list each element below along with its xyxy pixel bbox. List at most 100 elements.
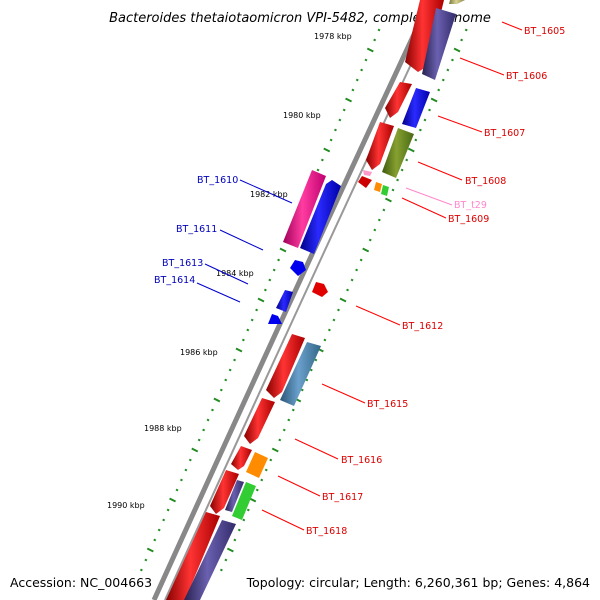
gene-bt1607[interactable] bbox=[402, 88, 430, 128]
major-tick bbox=[249, 497, 257, 503]
minor-tick bbox=[382, 208, 386, 212]
gene-label-bt1605[interactable]: BT_1605 bbox=[524, 26, 565, 37]
minor-tick bbox=[327, 328, 331, 332]
gene-bt1618-green[interactable] bbox=[232, 482, 256, 520]
minor-tick bbox=[323, 338, 327, 342]
gene-label-bt1615[interactable]: BT_1615 bbox=[367, 399, 408, 410]
minor-tick bbox=[179, 478, 183, 482]
minor-tick bbox=[278, 438, 282, 442]
minor-tick bbox=[246, 508, 250, 512]
callout-lines bbox=[196, 21, 523, 531]
kbp-label: 1988 kbp bbox=[144, 424, 182, 433]
minor-tick bbox=[337, 308, 340, 312]
minor-tick bbox=[364, 58, 368, 62]
minor-tick bbox=[268, 278, 272, 282]
gene-label-bt1613[interactable]: BT_1613 bbox=[162, 258, 203, 269]
gene-bt1609[interactable] bbox=[358, 176, 372, 188]
gene-labels: BT_1605 BT_1606 BT_1607 BT_1608 BT_t29 B… bbox=[154, 26, 565, 537]
minor-tick bbox=[334, 128, 337, 132]
gene-label-bt1608[interactable]: BT_1608 bbox=[465, 176, 506, 187]
minor-tick bbox=[350, 278, 354, 282]
major-tick bbox=[169, 497, 177, 503]
minor-tick bbox=[423, 118, 427, 122]
minor-tick bbox=[368, 238, 372, 242]
major-tick bbox=[430, 97, 438, 103]
minor-tick bbox=[241, 338, 245, 342]
minor-tick bbox=[291, 408, 295, 412]
minor-tick bbox=[342, 108, 346, 112]
gene-label-bt1611[interactable]: BT_1611 bbox=[176, 224, 217, 235]
gene-label-bt1617[interactable]: BT_1617 bbox=[322, 492, 363, 503]
minor-tick bbox=[450, 58, 454, 62]
minor-tick bbox=[314, 358, 318, 362]
minor-tick bbox=[460, 38, 464, 42]
genome-summary-text: Topology: circular; Length: 6,260,361 bp… bbox=[246, 575, 590, 590]
gene-label-bt1606[interactable]: BT_1606 bbox=[506, 71, 547, 82]
minor-tick bbox=[414, 138, 418, 142]
gene-bt1616[interactable] bbox=[244, 398, 275, 444]
gene-bt1608[interactable] bbox=[382, 128, 414, 178]
minor-tick bbox=[255, 308, 259, 312]
kbp-scale: 1978 kbp 1980 kbp 1982 kbp 1984 kbp 1986… bbox=[107, 32, 352, 510]
gene-label-bt-t29[interactable]: BT_t29 bbox=[454, 200, 487, 211]
minor-tick bbox=[373, 38, 377, 42]
gene-bt1614[interactable] bbox=[276, 290, 293, 312]
minor-tick bbox=[377, 28, 381, 32]
gene-bt1606b[interactable] bbox=[385, 82, 412, 118]
minor-tick bbox=[338, 118, 342, 122]
minor-tick bbox=[437, 88, 441, 92]
gene-label-bt1607[interactable]: BT_1607 bbox=[484, 128, 525, 139]
gene-bt1617b[interactable] bbox=[210, 470, 239, 514]
gene-bt1607b[interactable] bbox=[366, 122, 394, 170]
gene-label-bt1618[interactable]: BT_1618 bbox=[306, 526, 347, 537]
gene-bt1617[interactable] bbox=[246, 452, 268, 478]
gene-bt1613[interactable] bbox=[290, 260, 306, 276]
minor-tick bbox=[260, 478, 264, 482]
kbp-label: 1982 kbp bbox=[250, 190, 288, 199]
gene-bt1606[interactable] bbox=[422, 8, 456, 80]
gene-label-bt1614[interactable]: BT_1614 bbox=[154, 275, 195, 286]
minor-tick bbox=[377, 218, 381, 222]
minor-tick bbox=[184, 468, 188, 472]
minor-tick bbox=[162, 518, 166, 522]
gene-label-bt1616[interactable]: BT_1616 bbox=[341, 455, 382, 466]
gene-bt1611[interactable] bbox=[300, 180, 341, 254]
gene-bt1609-orange[interactable] bbox=[374, 182, 382, 192]
gene-bt1609-green[interactable] bbox=[381, 185, 389, 196]
minor-tick bbox=[332, 318, 336, 322]
major-tick bbox=[323, 147, 331, 153]
minor-tick bbox=[391, 188, 395, 192]
minor-tick bbox=[157, 528, 161, 532]
gene-bt1618b[interactable] bbox=[166, 512, 220, 600]
minor-tick bbox=[233, 538, 237, 542]
gene-bt1614b[interactable] bbox=[268, 314, 282, 324]
minor-tick bbox=[346, 288, 349, 292]
minor-tick bbox=[441, 78, 445, 82]
gene-bt1618[interactable] bbox=[225, 480, 244, 512]
minor-tick bbox=[272, 268, 276, 272]
gene-label-bt1610[interactable]: BT_1610 bbox=[197, 175, 238, 186]
gene-bt1618c[interactable] bbox=[184, 520, 236, 600]
gene-bt1605-khaki[interactable] bbox=[449, 0, 465, 4]
major-tick bbox=[213, 397, 221, 403]
gene-label-bt1612[interactable]: BT_1612 bbox=[402, 321, 443, 332]
gene-label-bt1609[interactable]: BT_1609 bbox=[448, 214, 489, 225]
minor-tick bbox=[139, 568, 143, 572]
minor-tick bbox=[355, 268, 359, 272]
gene-bt1615a[interactable] bbox=[266, 334, 305, 398]
forward-genes bbox=[166, 0, 465, 600]
gene-bt1615[interactable] bbox=[280, 342, 321, 406]
minor-tick bbox=[329, 138, 333, 142]
gene-bt1612[interactable] bbox=[312, 282, 328, 297]
minor-tick bbox=[237, 528, 241, 532]
genome-title: Bacteroides thetaiotaomicron VPI-5482, c… bbox=[109, 11, 491, 26]
gene-bt-t29[interactable] bbox=[363, 170, 372, 176]
major-tick bbox=[146, 547, 154, 553]
major-tick bbox=[384, 197, 392, 203]
kbp-label: 1978 kbp bbox=[314, 32, 352, 41]
gene-bt1610[interactable] bbox=[283, 170, 326, 248]
major-tick bbox=[226, 547, 234, 553]
minor-tick bbox=[282, 428, 286, 432]
gene-bt1616b[interactable] bbox=[231, 446, 252, 470]
